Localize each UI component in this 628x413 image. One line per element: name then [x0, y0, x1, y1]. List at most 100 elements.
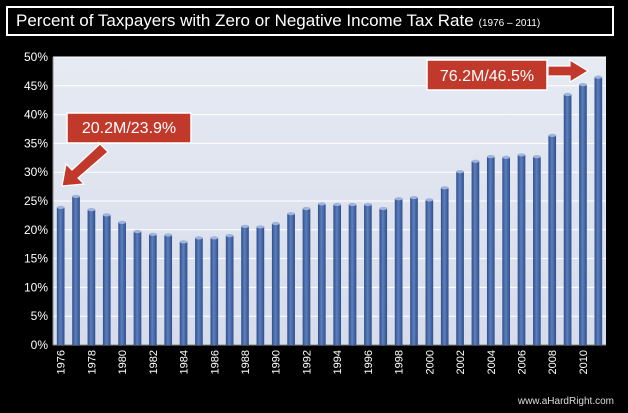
bar-1994: [333, 204, 342, 345]
x-tick-label: 2004: [486, 350, 498, 374]
bar-cap: [225, 233, 234, 238]
callout-left-arrow: [61, 141, 109, 187]
bar-1989: [256, 226, 265, 345]
x-tick-label: 1978: [86, 350, 98, 374]
bar-2003: [471, 161, 480, 345]
bar-cap: [471, 159, 480, 163]
y-tick-label: 5%: [31, 309, 49, 323]
bar-cap: [379, 206, 388, 211]
bar-cap: [149, 232, 157, 237]
x-tick-label: 1990: [271, 350, 283, 374]
bar-cap: [241, 224, 249, 228]
bar-cap: [118, 220, 126, 224]
bar-1999: [410, 197, 418, 345]
callout-right-arrow: [547, 58, 590, 84]
bar-1984: [179, 241, 188, 345]
bar-1992: [302, 208, 311, 345]
bar-cap: [195, 236, 203, 240]
bar-1997: [379, 208, 388, 345]
y-tick-label: 35%: [24, 136, 48, 150]
bar-cap: [548, 133, 557, 137]
bar-2000: [425, 199, 434, 345]
x-tick-label: 2002: [455, 350, 467, 374]
x-tick-label: 1988: [240, 350, 252, 374]
bar-cap: [456, 170, 464, 174]
bar-cap: [179, 240, 188, 244]
bar-2008: [548, 135, 557, 345]
chart-subtitle: (1976 – 2011): [478, 17, 541, 29]
bar-cap: [410, 195, 418, 200]
x-tick-label: 1996: [363, 350, 375, 374]
bar-1990: [271, 223, 280, 345]
bar-cap: [72, 194, 80, 198]
x-tick-label: 1986: [209, 350, 221, 374]
bar-2007: [533, 156, 541, 345]
bar-cap: [102, 213, 111, 217]
bar-1985: [195, 237, 203, 345]
chart-title: Percent of Taxpayers with Zero or Negati…: [16, 11, 474, 30]
bar-cap: [164, 233, 173, 237]
bar-1995: [348, 204, 357, 345]
bar-cap: [133, 229, 142, 234]
bar-cap: [394, 197, 403, 201]
bar-cap: [287, 212, 295, 216]
bar-1979: [102, 214, 111, 345]
bar-2006: [517, 154, 526, 345]
x-tick-label: 2010: [578, 350, 590, 374]
bar-1981: [133, 231, 142, 345]
y-tick-label: 25%: [24, 194, 48, 208]
y-tick-label: 30%: [24, 165, 48, 179]
bar-cap: [563, 92, 572, 97]
bar-cap: [87, 208, 96, 212]
bar-1998: [394, 198, 403, 345]
y-tick-label: 15%: [24, 252, 48, 266]
bar-1978: [87, 209, 96, 345]
bar-cap: [594, 75, 603, 79]
bar-cap: [302, 206, 311, 211]
bar-cap: [333, 202, 342, 207]
y-tick-label: 50%: [24, 50, 48, 64]
bar-1980: [118, 222, 126, 345]
callout-right-box: [426, 59, 548, 91]
bar-cap: [440, 186, 449, 190]
bar-cap: [486, 155, 495, 159]
bar-cap: [533, 155, 541, 159]
x-tick-label: 1994: [332, 350, 344, 374]
bar-cap: [425, 198, 434, 202]
x-tick-label: 1984: [179, 350, 191, 374]
y-tick-label: 40%: [24, 108, 48, 122]
bar-2002: [456, 171, 464, 345]
bar-1986: [210, 237, 219, 345]
bar-1977: [72, 196, 80, 345]
bar-2011: [594, 77, 603, 345]
x-tick-label: 2008: [547, 350, 559, 374]
bar-1993: [317, 203, 326, 345]
bar-cap: [271, 221, 280, 226]
bar-1982: [149, 234, 157, 345]
callout-right-text: 76.2M/46.5%: [440, 68, 534, 85]
bar-2009: [563, 94, 572, 345]
bar-1987: [225, 235, 234, 345]
credit-text: www.aHardRight.com: [517, 396, 614, 407]
bar-cap: [502, 155, 510, 159]
bar-2005: [502, 157, 510, 345]
x-tick-label: 1992: [301, 350, 313, 374]
bar-1983: [164, 234, 173, 345]
bar-cap: [348, 202, 357, 207]
x-tick-label: 1982: [148, 350, 160, 374]
bar-2004: [486, 156, 495, 345]
callout-left-box: [66, 112, 192, 144]
x-tick-label: 1976: [56, 350, 68, 374]
callout-left-text: 20.2M/23.9%: [82, 120, 176, 137]
bar-1996: [364, 204, 372, 345]
bar-cap: [56, 205, 65, 209]
y-tick-label: 0%: [31, 338, 49, 352]
bar-cap: [317, 202, 326, 206]
bar-cap: [364, 202, 372, 207]
chart-title-box: Percent of Taxpayers with Zero or Negati…: [6, 6, 614, 36]
y-tick-label: 10%: [24, 280, 48, 294]
y-tick-label: 45%: [24, 79, 48, 93]
bar-2010: [579, 84, 587, 345]
x-tick-label: 2000: [424, 350, 436, 374]
